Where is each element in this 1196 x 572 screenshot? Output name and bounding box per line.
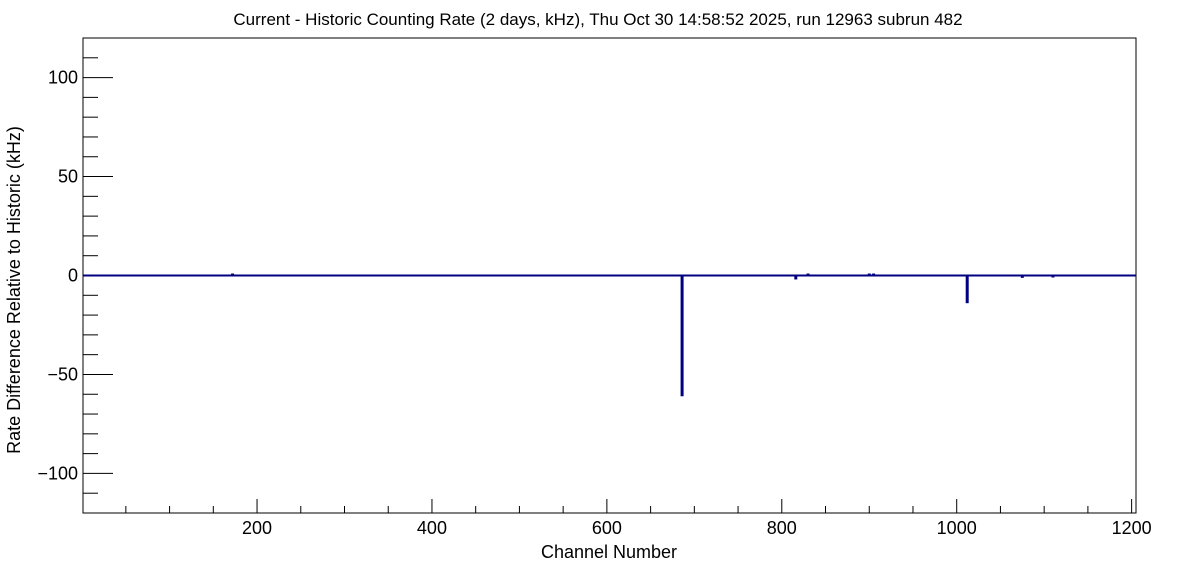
x-axis: 200 400 600 800 1000 1200 [125, 499, 1152, 538]
x-tick-label: 600 [592, 518, 622, 538]
y-tick-label: −50 [47, 364, 78, 384]
y-axis-title: Rate Difference Relative to Historic (kH… [4, 126, 24, 454]
x-tick-label: 400 [417, 518, 447, 538]
x-tick-label: 1200 [1112, 518, 1152, 538]
x-tick-label: 1000 [937, 518, 977, 538]
y-tick-label: 0 [68, 266, 78, 286]
chart-title: Current - Historic Counting Rate (2 days… [233, 10, 962, 29]
x-axis-title: Channel Number [541, 542, 677, 562]
x-tick-label: 800 [767, 518, 797, 538]
y-tick-label: −100 [37, 463, 78, 483]
y-tick-label: 100 [48, 68, 78, 88]
data-series [83, 273, 1136, 397]
y-tick-label: 50 [58, 167, 78, 187]
x-tick-label: 200 [242, 518, 272, 538]
